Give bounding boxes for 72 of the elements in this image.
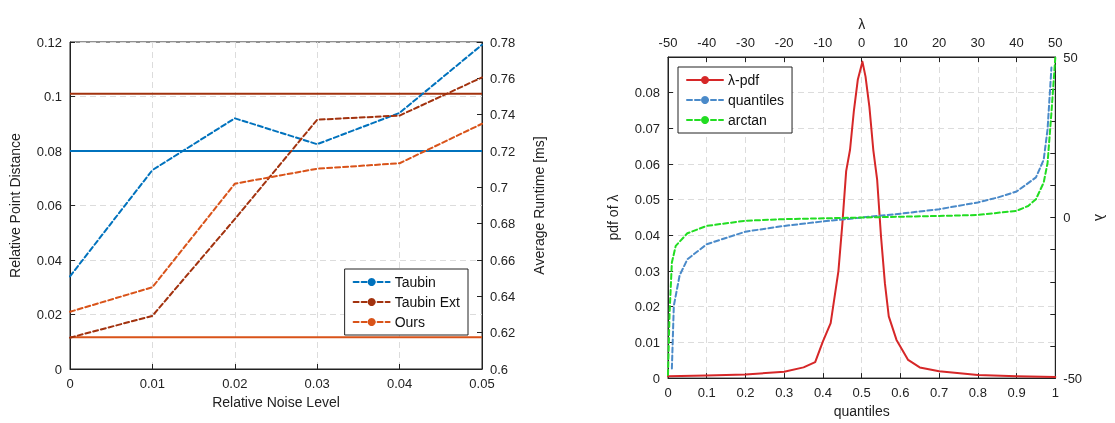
y-axis-title: pdf of λ <box>605 194 621 241</box>
x-tick-label: 0.4 <box>813 385 832 401</box>
x-axis-title: quantiles <box>833 403 890 419</box>
x-tick-label: 0.3 <box>775 385 794 401</box>
line-series <box>69 122 483 313</box>
y-tick-label: 0.01 <box>634 334 660 350</box>
y-tick-label: 0.06 <box>36 198 62 213</box>
y2-tick-label: 0.64 <box>490 288 516 304</box>
x-tick-label: 0.5 <box>852 385 871 401</box>
x-tick-label: 0.04 <box>386 376 413 391</box>
y-tick-label: 0.04 <box>36 252 62 268</box>
legend-label: Ours <box>394 314 425 330</box>
x-tick-label: 0 <box>664 385 672 401</box>
x-axis-title: Relative Noise Level <box>212 394 340 410</box>
x-tick-label: 0.01 <box>139 376 166 391</box>
y2-tick-label: 0.76 <box>490 70 516 86</box>
x2-tick-label: -20 <box>774 35 794 50</box>
legend-label: Taubin Ext <box>394 294 461 310</box>
y-tick-label: 0.06 <box>634 156 660 172</box>
y-tick-label: 0.03 <box>634 263 660 279</box>
y2-tick-label: 0.6 <box>490 361 509 377</box>
line-series <box>69 43 483 278</box>
x2-tick-label: 50 <box>1048 35 1063 50</box>
x2-tick-label: 30 <box>970 35 986 50</box>
legend-label: quantiles <box>728 92 785 108</box>
x2-tick-label: 10 <box>893 35 908 50</box>
legend-label: Taubin <box>394 274 436 290</box>
legend-label: arctan <box>728 112 767 128</box>
y-tick-label: 0.07 <box>634 120 660 136</box>
y2-tick-label: 50 <box>1063 49 1078 65</box>
line-series <box>69 76 483 339</box>
y2-tick-label: -50 <box>1063 370 1083 386</box>
y2-tick-label: 0.62 <box>490 325 516 341</box>
y-tick-label: 0.1 <box>43 89 62 104</box>
y2-tick-label: 0.68 <box>490 216 516 232</box>
x2-tick-label: -10 <box>813 35 833 50</box>
y-axis-title: Relative Point Distance <box>7 132 23 278</box>
x-tick-label: 0 <box>66 376 74 391</box>
y-tick-label: 0 <box>54 361 62 377</box>
y-tick-label: 0.02 <box>634 299 660 315</box>
x-tick-label: 0.8 <box>968 385 987 401</box>
x2-tick-label: -30 <box>736 35 755 50</box>
x-tick-label: 0.03 <box>304 376 330 391</box>
x2-tick-label: -50 <box>658 35 678 50</box>
x-tick-label: 0.7 <box>930 385 949 401</box>
y2-tick-label: 0.66 <box>490 252 516 268</box>
y2-axis-title: λ <box>1092 214 1108 222</box>
y-tick-label: 0.08 <box>36 143 62 159</box>
y-tick-label: 0.08 <box>634 85 660 101</box>
y2-tick-label: 0.7 <box>490 179 509 195</box>
y2-axis-title: Average Runtime [ms] <box>531 136 547 275</box>
legend-label: λ-pdf <box>728 72 760 88</box>
x-tick-label: 0.6 <box>891 385 910 401</box>
y-tick-label: 0.12 <box>36 34 62 50</box>
x-tick-label: 0.2 <box>736 385 755 401</box>
y-tick-label: 0.05 <box>634 192 660 208</box>
y2-tick-label: 0.72 <box>490 143 516 159</box>
x2-axis-title: λ <box>858 16 866 32</box>
y2-tick-label: 0 <box>1063 210 1071 226</box>
x-tick-label: 0.1 <box>697 385 716 401</box>
y2-tick-label: 0.74 <box>490 107 516 123</box>
x2-tick-label: -40 <box>697 35 717 50</box>
x2-tick-label: 40 <box>1009 35 1024 50</box>
x2-tick-label: 20 <box>931 35 947 50</box>
y-tick-label: 0.02 <box>36 307 62 322</box>
y-tick-label: 0.04 <box>634 227 660 243</box>
y2-tick-label: 0.78 <box>490 34 516 50</box>
x-tick-label: 0.02 <box>222 376 248 391</box>
x-tick-label: 1 <box>1051 385 1059 401</box>
x-tick-label: 0.9 <box>1007 385 1026 401</box>
x2-tick-label: 0 <box>858 35 866 50</box>
x-tick-label: 0.05 <box>469 376 495 391</box>
